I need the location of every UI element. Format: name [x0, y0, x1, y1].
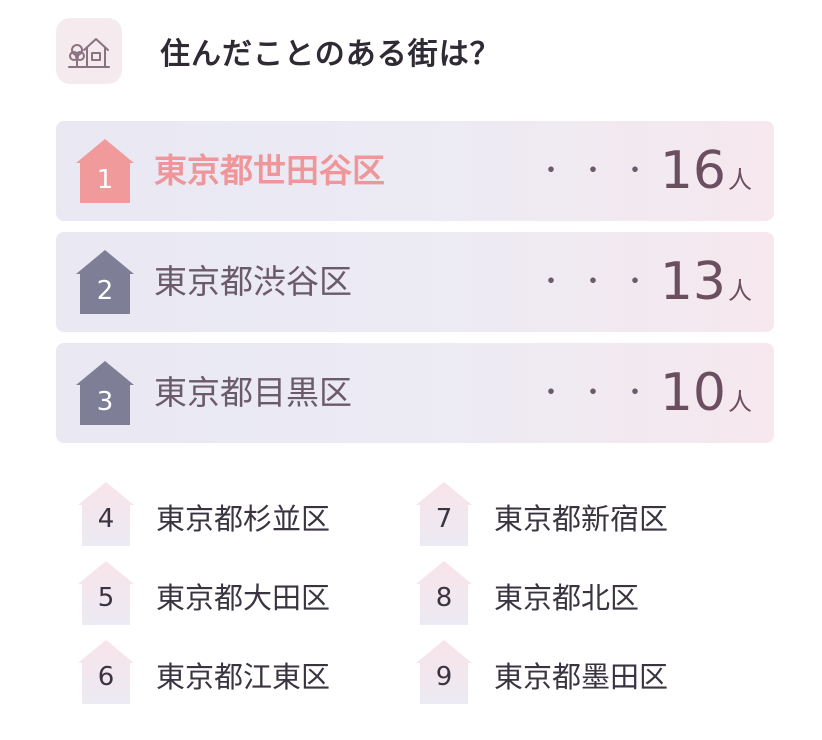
rank-badge-4: 4 [78, 482, 134, 546]
resident-count: 13人 [660, 252, 752, 312]
rank-badge-1: 1 [76, 139, 134, 203]
rank-badge-8: 8 [416, 561, 472, 625]
district-name: 東京都目黒区 [154, 373, 352, 412]
rank-number: 6 [97, 662, 115, 692]
rank-badge-9: 9 [416, 640, 472, 704]
count-unit: 人 [728, 388, 752, 416]
resident-count: 16人 [660, 141, 752, 201]
rank-card-3: 3 東京都目黒区 ・・・ 10人 [56, 343, 774, 443]
district-name: 東京都墨田区 [494, 660, 669, 694]
rank-item-8: 8 東京都北区 [416, 561, 736, 625]
rank-badge-5: 5 [78, 561, 134, 625]
rank-item-5: 5 東京都大田区 [78, 561, 398, 625]
count-unit: 人 [728, 166, 752, 194]
house-badge-icon [76, 139, 134, 203]
dot-leader: ・・・ [538, 378, 665, 408]
house-badge-icon [78, 561, 134, 625]
rank-item-6: 6 東京都江東区 [78, 640, 398, 704]
count-number: 16 [659, 141, 726, 201]
district-name: 東京都世田谷区 [154, 151, 385, 190]
rank-badge-7: 7 [416, 482, 472, 546]
count-number: 10 [659, 363, 726, 423]
resident-count: 10人 [660, 363, 752, 423]
district-name: 東京都渋谷区 [154, 262, 352, 301]
district-name: 東京都大田区 [156, 581, 331, 615]
rank-number: 7 [435, 504, 453, 534]
dot-leader: ・・・ [538, 156, 665, 186]
district-name: 東京都江東区 [156, 660, 331, 694]
rank-badge-6: 6 [78, 640, 134, 704]
district-name: 東京都北区 [494, 581, 640, 615]
rank-number: 3 [96, 387, 114, 417]
rank-number: 9 [435, 662, 453, 692]
rank-item-9: 9 東京都墨田区 [416, 640, 736, 704]
house-badge-icon [78, 482, 134, 546]
count-unit: 人 [728, 277, 752, 305]
house-badge-icon [416, 561, 472, 625]
district-name: 東京都杉並区 [156, 502, 331, 536]
rank-badge-2: 2 [76, 250, 134, 314]
rank-number: 8 [435, 583, 453, 613]
rank-number: 2 [96, 276, 114, 306]
rank-item-4: 4 東京都杉並区 [78, 482, 398, 546]
rank-item-7: 7 東京都新宿区 [416, 482, 736, 546]
section-header: 住んだことのある街は？ [56, 18, 501, 84]
house-badge-icon [416, 482, 472, 546]
rank-badge-3: 3 [76, 361, 134, 425]
house-badge-icon [76, 361, 134, 425]
rank-number: 1 [96, 165, 114, 195]
dot-leader: ・・・ [538, 267, 665, 297]
count-number: 13 [659, 252, 726, 312]
rank-card-1: 1 東京都世田谷区 ・・・ 16人 [56, 121, 774, 221]
rank-number: 5 [97, 583, 115, 613]
rank-number: 4 [97, 504, 115, 534]
rank-card-2: 2 東京都渋谷区 ・・・ 13人 [56, 232, 774, 332]
house-badge-icon [78, 640, 134, 704]
house-badge-icon [416, 640, 472, 704]
house-tree-icon [56, 18, 122, 84]
page-title: 住んだことのある街は？ [160, 37, 501, 72]
district-name: 東京都新宿区 [494, 502, 669, 536]
house-badge-icon [76, 250, 134, 314]
